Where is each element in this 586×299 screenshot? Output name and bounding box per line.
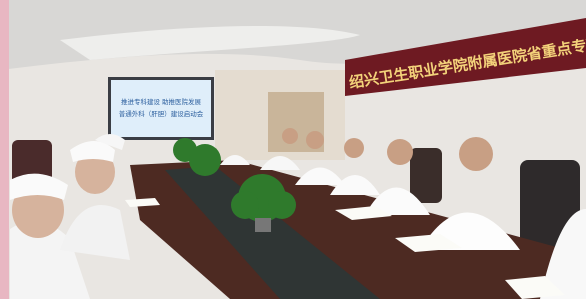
chair xyxy=(410,148,442,203)
screen xyxy=(111,80,211,137)
edge xyxy=(0,0,9,299)
pot xyxy=(255,218,271,232)
screen-line: 推进专科建设 助推医院发展 xyxy=(121,97,202,106)
screen-line: 普通外科（肝胆）建设启动会 xyxy=(119,109,204,118)
photo: 绍兴卫生职业学院附属医院省重点专科（普 推进专科建设 助推医院发展 普通外科（肝… xyxy=(0,0,586,299)
